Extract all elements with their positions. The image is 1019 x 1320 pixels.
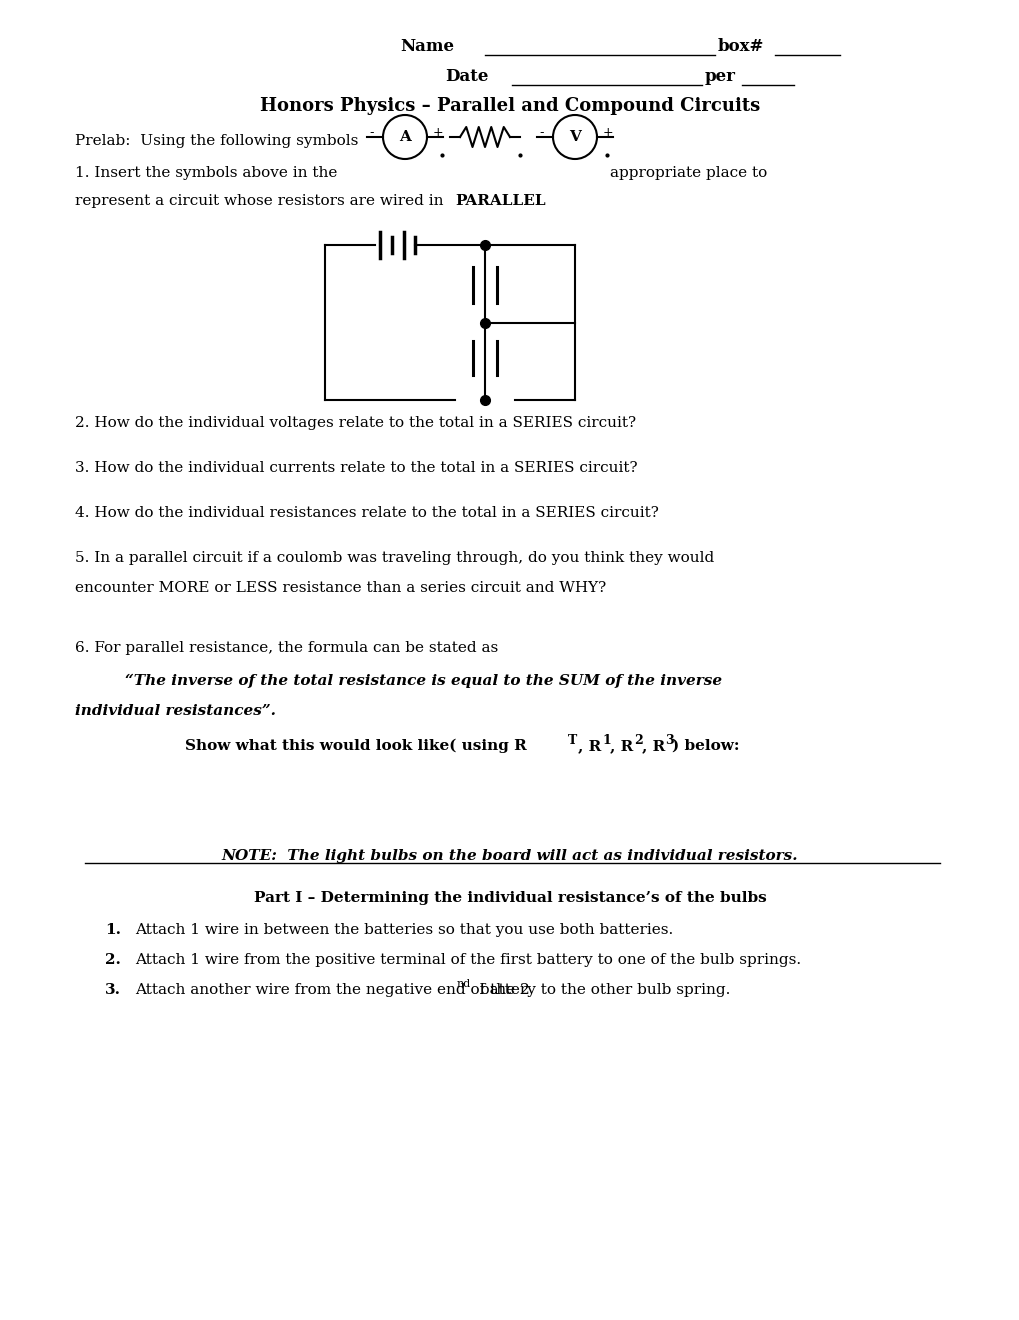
Text: A: A [398, 129, 411, 144]
Text: battery to the other bulb spring.: battery to the other bulb spring. [475, 983, 730, 997]
Text: encounter MORE or LESS resistance than a series circuit and WHY?: encounter MORE or LESS resistance than a… [75, 581, 605, 595]
Text: 1: 1 [601, 734, 610, 747]
Text: Show what this would look like( using R: Show what this would look like( using R [184, 739, 526, 752]
Text: Attach 1 wire in between the batteries so that you use both batteries.: Attach 1 wire in between the batteries s… [135, 923, 673, 937]
Text: , R: , R [641, 739, 664, 752]
Text: 6. For parallel resistance, the formula can be stated as: 6. For parallel resistance, the formula … [75, 642, 497, 655]
Text: +: + [432, 127, 443, 140]
Text: individual resistances”.: individual resistances”. [75, 704, 275, 718]
Text: , R: , R [578, 739, 600, 752]
Text: -: - [370, 127, 374, 140]
Text: T: T [568, 734, 577, 747]
Text: Date: Date [444, 69, 488, 84]
Text: represent a circuit whose resistors are wired in: represent a circuit whose resistors are … [75, 194, 448, 209]
Text: 1.: 1. [105, 923, 121, 937]
Text: 3: 3 [664, 734, 673, 747]
Text: V: V [569, 129, 581, 144]
Text: ) below:: ) below: [672, 739, 739, 752]
Text: nd: nd [457, 979, 471, 989]
Text: +: + [602, 127, 612, 140]
Text: 3.: 3. [105, 983, 121, 997]
Text: 5. In a parallel circuit if a coulomb was traveling through, do you think they w: 5. In a parallel circuit if a coulomb wa… [75, 550, 713, 565]
Text: 2: 2 [634, 734, 642, 747]
Text: “The inverse of the total resistance is equal to the SUM of the inverse: “The inverse of the total resistance is … [125, 673, 721, 688]
Text: 3. How do the individual currents relate to the total in a SERIES circuit?: 3. How do the individual currents relate… [75, 461, 637, 475]
Text: Name: Name [399, 38, 453, 55]
Text: 2.: 2. [105, 953, 121, 968]
Text: per: per [704, 69, 736, 84]
Text: Attach another wire from the negative end of the 2: Attach another wire from the negative en… [135, 983, 529, 997]
Text: box#: box# [717, 38, 763, 55]
Text: 4. How do the individual resistances relate to the total in a SERIES circuit?: 4. How do the individual resistances rel… [75, 506, 658, 520]
Text: -: - [539, 127, 544, 140]
Text: Prelab:  Using the following symbols: Prelab: Using the following symbols [75, 135, 358, 148]
Text: NOTE:  The light bulbs on the board will act as individual resistors.: NOTE: The light bulbs on the board will … [221, 849, 798, 863]
Text: Honors Physics – Parallel and Compound Circuits: Honors Physics – Parallel and Compound C… [260, 96, 759, 115]
Text: PARALLEL: PARALLEL [454, 194, 545, 209]
Text: 1. Insert the symbols above in the: 1. Insert the symbols above in the [75, 166, 337, 180]
Text: 2. How do the individual voltages relate to the total in a SERIES circuit?: 2. How do the individual voltages relate… [75, 416, 636, 430]
Text: , R: , R [609, 739, 633, 752]
Text: Attach 1 wire from the positive terminal of the first battery to one of the bulb: Attach 1 wire from the positive terminal… [135, 953, 800, 968]
Text: appropriate place to: appropriate place to [609, 166, 766, 180]
Text: Part I – Determining the individual resistance’s of the bulbs: Part I – Determining the individual resi… [254, 891, 765, 906]
